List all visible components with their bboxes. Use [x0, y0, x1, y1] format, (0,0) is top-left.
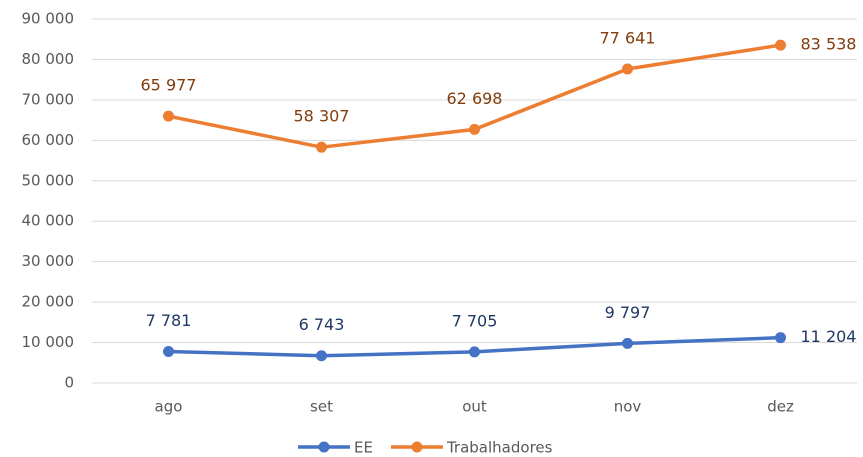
y-tick-label: 50 000: [22, 171, 75, 189]
data-label: 6 743: [299, 315, 345, 334]
data-point: [316, 350, 327, 362]
y-tick-label: 40 000: [22, 212, 75, 230]
y-tick-label: 70 000: [22, 90, 75, 108]
data-label: 7 705: [452, 311, 498, 330]
data-point: [469, 123, 480, 135]
x-tick-label: nov: [614, 398, 642, 416]
y-tick-label: 80 000: [22, 50, 75, 68]
data-label: 77 641: [600, 28, 656, 47]
y-tick-label: 90 000: [22, 10, 75, 28]
data-label: 65 977: [141, 76, 197, 95]
legend-marker: [411, 441, 423, 453]
data-point: [163, 346, 174, 358]
data-point: [775, 332, 786, 344]
data-point: [316, 141, 327, 153]
data-point: [622, 337, 633, 349]
y-tick-label: 20 000: [22, 293, 75, 311]
data-label: 62 698: [447, 89, 503, 108]
data-point: [622, 63, 633, 75]
data-point: [469, 346, 480, 358]
data-point: [163, 110, 174, 122]
y-tick-label: 30 000: [22, 252, 75, 270]
y-tick-label: 60 000: [22, 131, 75, 149]
data-label: 58 307: [294, 107, 350, 126]
legend-marker: [318, 441, 330, 453]
legend-label: Trabalhadores: [446, 439, 553, 457]
y-tick-label: 10 000: [22, 333, 75, 351]
legend-label: EE: [354, 439, 373, 457]
data-label: 9 797: [605, 303, 651, 322]
x-tick-label: dez: [767, 398, 794, 416]
x-tick-label: set: [310, 398, 333, 416]
y-tick-label: 0: [64, 374, 74, 392]
data-label: 7 781: [146, 311, 192, 330]
data-point: [775, 39, 786, 51]
data-label: 11 204: [801, 327, 857, 346]
x-tick-label: out: [462, 398, 487, 416]
data-label: 83 538: [801, 35, 857, 54]
x-tick-label: ago: [155, 398, 183, 416]
